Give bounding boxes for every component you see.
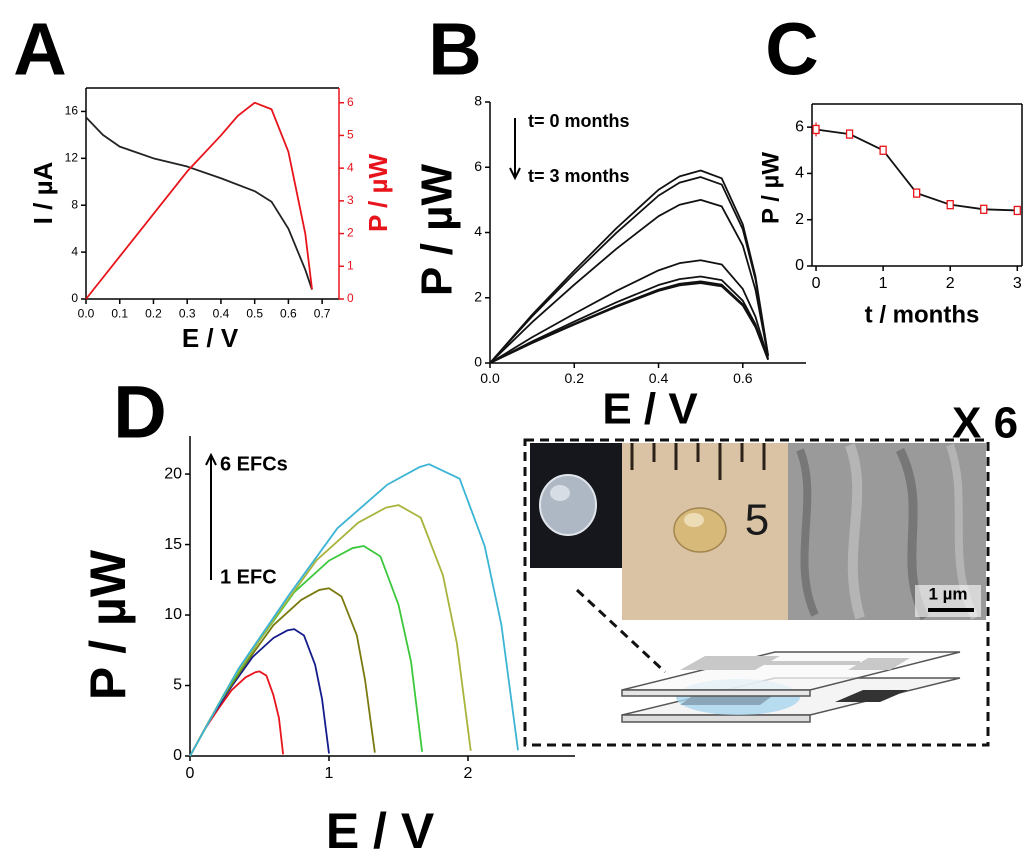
y-tick-label: 0 xyxy=(173,747,182,764)
y-tick-label: 2 xyxy=(474,288,482,304)
marker xyxy=(1014,206,1020,214)
annotation: X 6 xyxy=(952,399,1018,448)
x-tick-label: 0.0 xyxy=(480,370,500,386)
x-tick-label: 0.7 xyxy=(314,306,331,320)
page: {"chart_data": [ {"type": "line", "panel… xyxy=(0,0,1028,861)
y2-tick-label: 0 xyxy=(347,291,354,305)
marker xyxy=(914,189,920,197)
x-tick-label: 0.2 xyxy=(145,306,162,320)
x-tick-label: 3 xyxy=(1013,275,1022,292)
x-axis-label: E / V xyxy=(602,385,698,434)
marker xyxy=(981,205,987,213)
droplet-highlight xyxy=(550,485,570,501)
x-tick-label: 0.2 xyxy=(565,370,585,386)
x-tick-label: 0.0 xyxy=(78,306,95,320)
y-tick-label: 0 xyxy=(474,354,482,370)
y-tick-label: 20 xyxy=(164,465,182,482)
y-tick-label: 10 xyxy=(164,606,182,623)
marker xyxy=(813,125,819,133)
x-tick-label: 2 xyxy=(464,765,473,782)
droplet xyxy=(540,475,596,535)
marker xyxy=(947,201,953,209)
ruler-number: 5 xyxy=(745,496,769,545)
x-axis-label: E / V xyxy=(182,323,239,353)
y-tick-label: 0 xyxy=(795,257,804,274)
y-tick-label: 8 xyxy=(71,197,78,211)
droplet-ruler-highlight xyxy=(684,513,704,527)
x-tick-label: 0.6 xyxy=(733,370,753,386)
figure: 5 1 µm 0.00.10.20.30.40.50.60.7048121601… xyxy=(0,0,1028,861)
x-tick-label: 0.1 xyxy=(111,306,128,320)
panel-label: B xyxy=(428,8,481,91)
annotation: 6 EFCs xyxy=(220,453,288,475)
y2-tick-label: 3 xyxy=(347,193,354,207)
panel-label: C xyxy=(765,8,818,91)
x-tick-label: 0.6 xyxy=(280,306,297,320)
y-tick-label: 2 xyxy=(795,211,804,228)
y-axis-label: I / µA xyxy=(28,161,58,224)
y-tick-label: 8 xyxy=(474,93,482,109)
y2-tick-label: 5 xyxy=(347,128,354,142)
y-tick-label: 0 xyxy=(71,291,78,305)
y2-tick-label: 2 xyxy=(347,226,354,240)
x-axis-label: E / V xyxy=(326,803,435,859)
annotation: 1 EFC xyxy=(220,566,277,588)
y2-tick-label: 4 xyxy=(347,160,354,174)
x-tick-label: 0 xyxy=(812,275,821,292)
x-tick-label: 2 xyxy=(946,275,955,292)
y-tick-label: 6 xyxy=(474,158,482,174)
marker xyxy=(880,146,886,154)
y-tick-label: 6 xyxy=(795,118,804,135)
x-axis-label: t / months xyxy=(865,301,980,328)
y-tick-label: 5 xyxy=(173,677,182,694)
bottom-plate-edge xyxy=(622,715,810,722)
y-tick-label: 4 xyxy=(474,223,482,239)
panel-label: A xyxy=(13,8,66,91)
x-tick-label: 0 xyxy=(186,765,195,782)
y-tick-label: 12 xyxy=(65,151,79,165)
annotation: t= 0 months xyxy=(528,111,630,131)
y-axis-label: P / µW xyxy=(413,163,462,296)
annotation: t= 3 months xyxy=(528,166,630,186)
x-tick-label: 0.4 xyxy=(213,306,230,320)
y-tick-label: 16 xyxy=(65,104,79,118)
y-axis-label: P / µW xyxy=(757,152,784,224)
y2-tick-label: 6 xyxy=(347,95,354,109)
y-axis-label: P / µW xyxy=(80,549,136,700)
x-tick-label: 0.3 xyxy=(179,306,196,320)
panel-label: D xyxy=(113,371,166,454)
marker xyxy=(847,130,853,138)
x-tick-label: 0.5 xyxy=(246,306,263,320)
scale-label: 1 µm xyxy=(928,584,967,603)
x-tick-label: 1 xyxy=(325,765,334,782)
y2-tick-label: 1 xyxy=(347,258,354,272)
y-tick-label: 15 xyxy=(164,536,182,553)
y-tick-label: 4 xyxy=(795,165,804,182)
x-tick-label: 1 xyxy=(879,275,888,292)
y-tick-label: 4 xyxy=(71,244,78,258)
y2-axis-label: P / µW xyxy=(363,154,393,233)
top-plate-edge xyxy=(622,690,810,696)
